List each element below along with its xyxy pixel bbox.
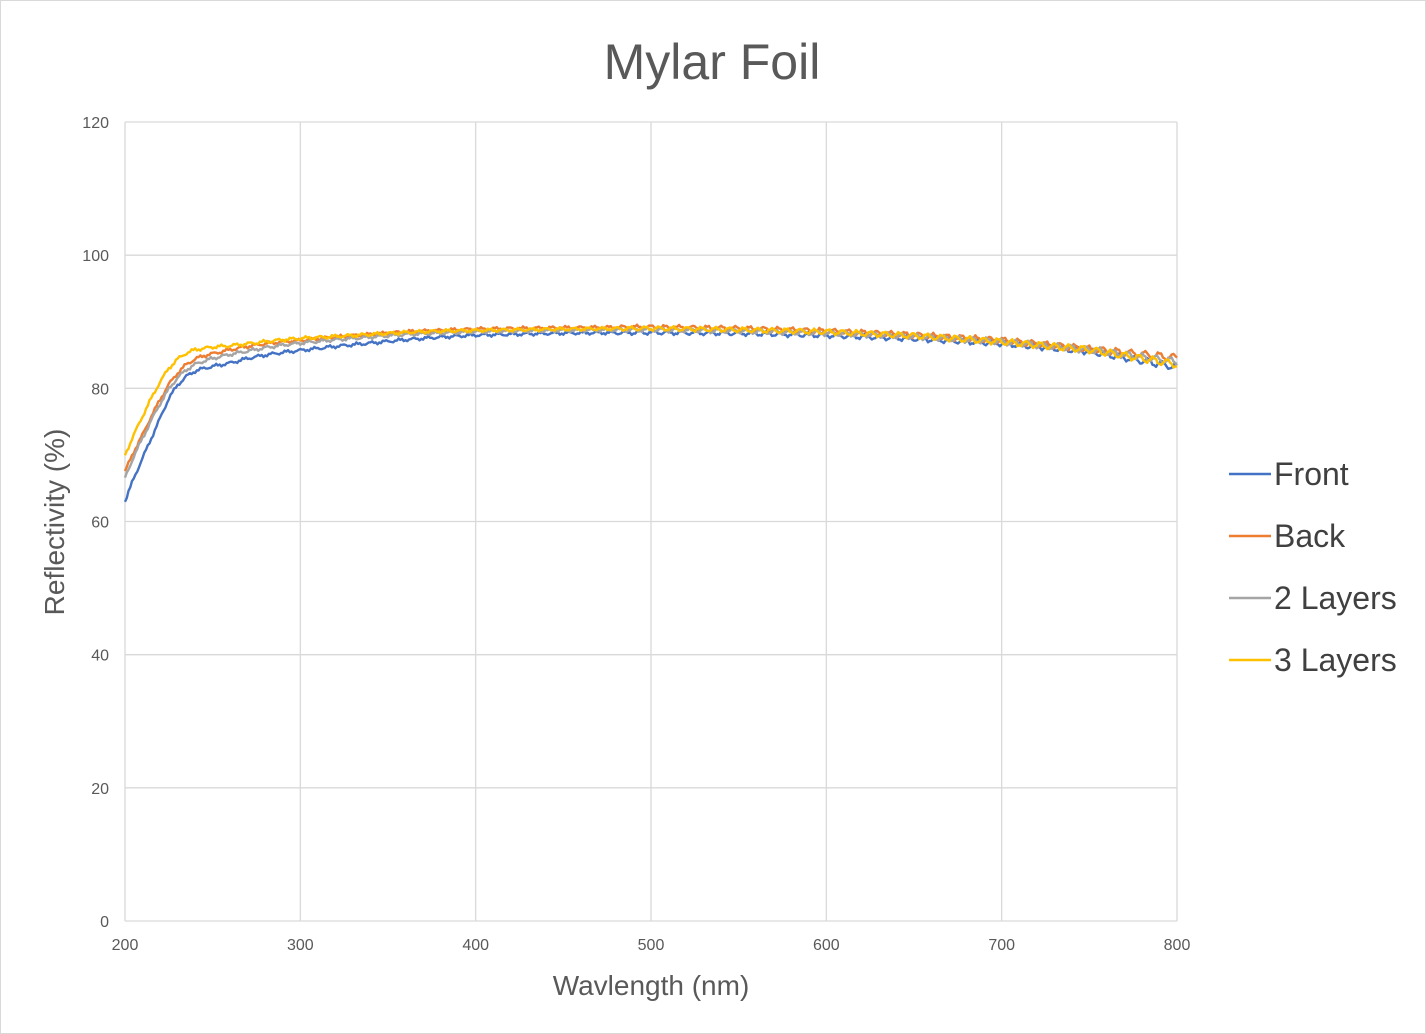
x-tick-label: 500 [638, 937, 665, 954]
x-tick-label: 400 [462, 937, 489, 954]
series-line-front [123, 328, 1178, 503]
x-tick-label: 300 [287, 937, 314, 954]
legend: Front Back 2 Layers 3 Layers [1229, 456, 1397, 678]
y-axis-title: Reflectivity (%) [39, 429, 70, 616]
y-tick-label: 120 [82, 115, 109, 132]
grid-lines [124, 121, 1178, 922]
x-axis-title: Wavlength (nm) [553, 970, 750, 1001]
series-lines [123, 323, 1178, 503]
y-tick-label: 60 [91, 515, 109, 532]
series-line-3-layers [123, 325, 1178, 456]
x-tick-label: 800 [1164, 937, 1191, 954]
y-tick-label: 40 [91, 648, 109, 665]
y-tick-label: 100 [82, 248, 109, 265]
y-tick-label: 80 [91, 381, 109, 398]
tick-labels: 0 20 40 60 80 100 120 200 300 400 500 600 700 800 [82, 115, 1190, 954]
x-tick-label: 600 [813, 937, 840, 954]
legend-label-3-layers: 3 Layers [1274, 642, 1397, 678]
x-tick-label: 200 [112, 937, 139, 954]
y-tick-label: 0 [100, 914, 109, 931]
legend-label-2-layers: 2 Layers [1274, 580, 1397, 616]
legend-label-back: Back [1274, 518, 1346, 554]
chart-title: Mylar Foil [604, 34, 821, 90]
x-tick-label: 700 [988, 937, 1015, 954]
y-tick-label: 20 [91, 781, 109, 798]
legend-label-front: Front [1274, 456, 1349, 492]
